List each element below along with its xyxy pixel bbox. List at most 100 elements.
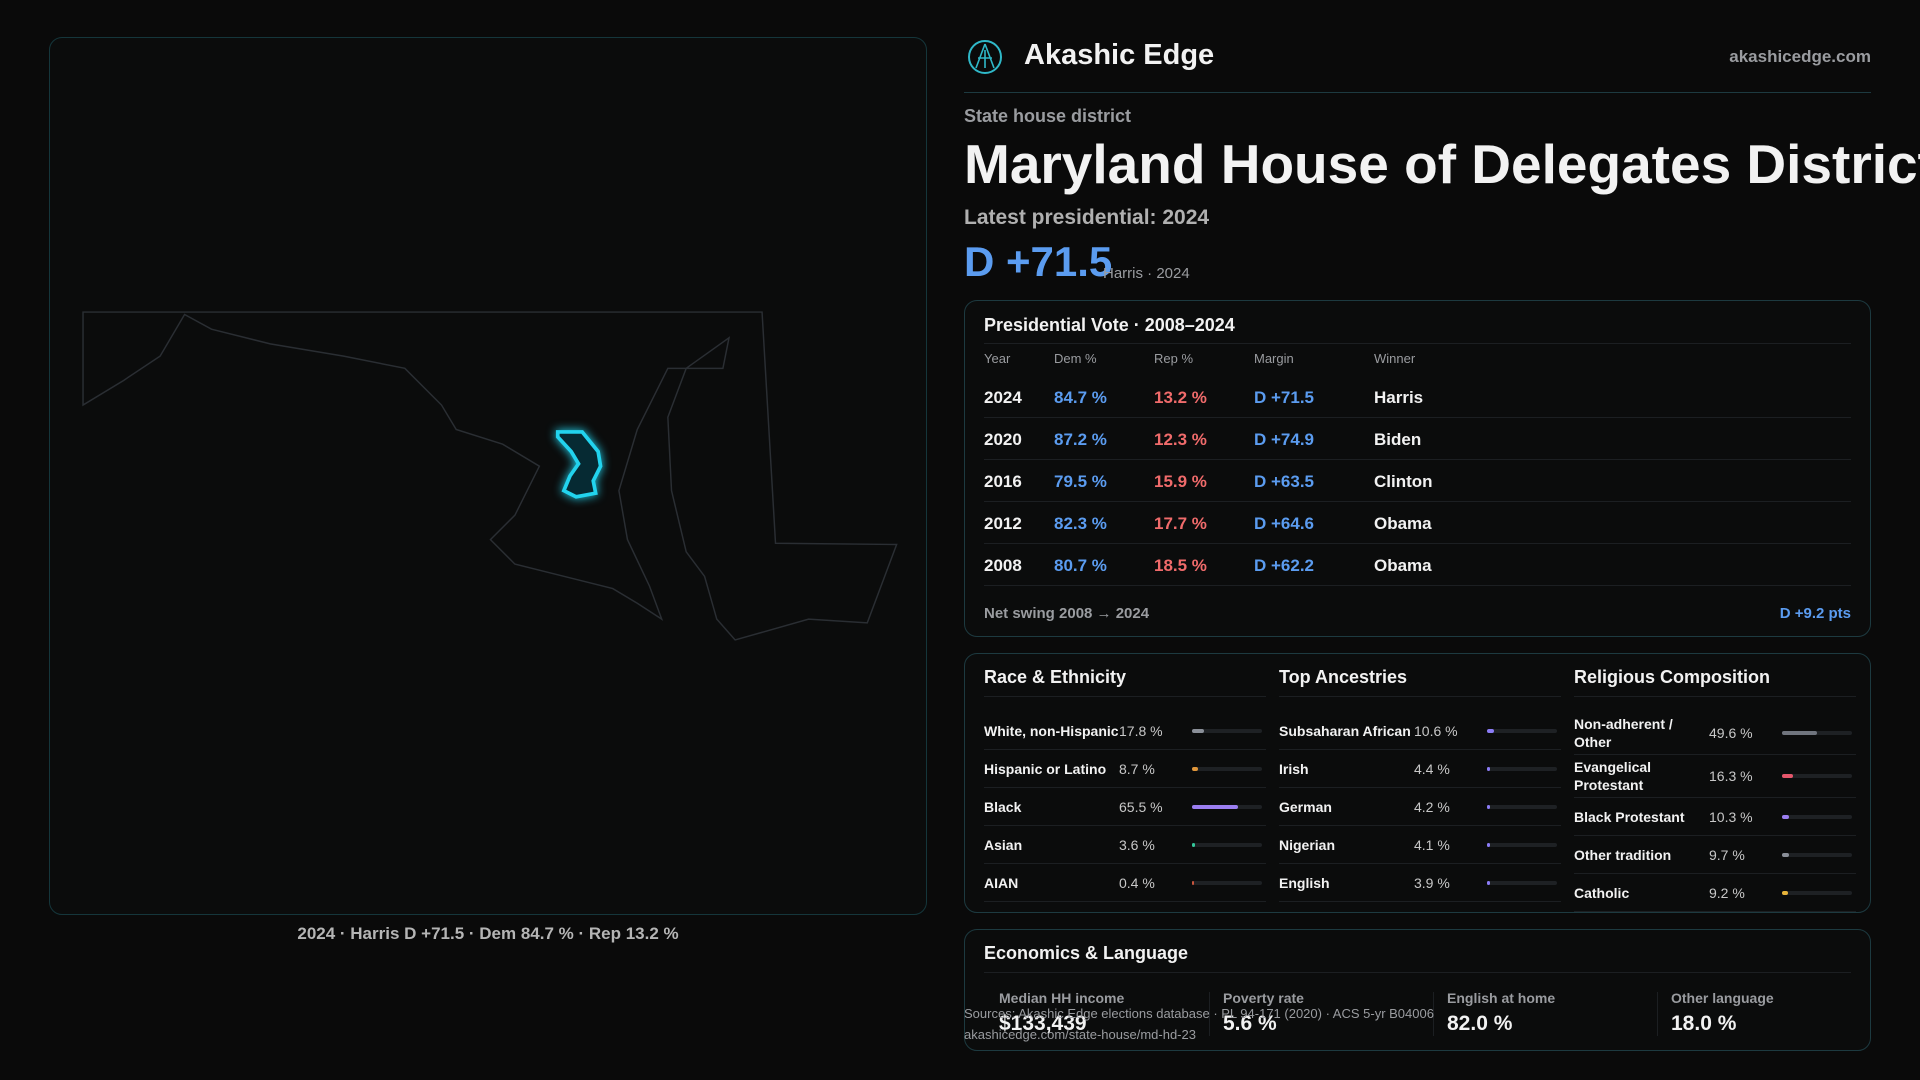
stat-row: Hispanic or Latino 8.7 % xyxy=(984,750,1266,788)
stat-row: White, non-Hispanic 17.8 % xyxy=(984,712,1266,750)
row-value: 10.6 % xyxy=(1414,722,1458,739)
stat-row: German 4.2 % xyxy=(1279,788,1561,826)
cell: 18.5 % xyxy=(1154,556,1207,575)
cell: D +71.5 xyxy=(1254,388,1315,407)
economics-card: Economics & Language Median HH income $13… xyxy=(964,929,1871,1051)
stat-row: Black 65.5 % xyxy=(984,788,1266,826)
site-link[interactable]: akashicedge.com xyxy=(1729,47,1871,66)
divider xyxy=(1574,696,1856,697)
bar xyxy=(1487,880,1490,885)
row-label: German xyxy=(1279,798,1332,815)
row-label: Evangelical Protestant xyxy=(1574,759,1652,793)
cell: D +74.9 xyxy=(1254,430,1315,449)
stat-row: Other tradition 9.7 % xyxy=(1574,836,1856,874)
header-rule xyxy=(964,92,1871,93)
map xyxy=(82,311,898,641)
row-value: 4.4 % xyxy=(1414,760,1450,777)
swing-label: Net swing 2008 → 2024 xyxy=(984,605,1150,622)
cell: 2008 xyxy=(984,556,1022,575)
table-row: 2012 82.3 % 17.7 % D +64.6 Obama xyxy=(984,502,1851,544)
stat-value: 18.0 % xyxy=(1671,1012,1737,1035)
bar-track xyxy=(1487,880,1557,885)
bar-track xyxy=(1192,842,1262,847)
divider xyxy=(1209,992,1210,1036)
bar-track xyxy=(1192,804,1262,809)
row-value: 10.3 % xyxy=(1709,808,1753,825)
cell: Obama xyxy=(1374,514,1432,533)
stat-row: English 3.9 % xyxy=(1279,864,1561,902)
stat-label: Median HH income xyxy=(999,990,1125,1006)
cell: 80.7 % xyxy=(1054,556,1107,575)
district-title: Maryland House of Delegates District 23 xyxy=(964,133,1920,195)
row-value: 3.9 % xyxy=(1414,874,1450,891)
table-row: 2008 80.7 % 18.5 % D +62.2 Obama xyxy=(984,544,1851,586)
stat-row: Nigerian 4.1 % xyxy=(1279,826,1561,864)
column-header: Year xyxy=(984,351,1011,366)
bar-track xyxy=(1192,728,1262,733)
footer-url[interactable]: akashicedge.com/state-house/md-hd-23 xyxy=(964,1027,1196,1042)
card-title: Religious Composition xyxy=(1574,667,1770,687)
cell: Clinton xyxy=(1374,472,1433,491)
column: White, non-Hispanic 17.8 % Hispanic or Lat… xyxy=(984,712,1266,902)
table-row: 2016 79.5 % 15.9 % D +63.5 Clinton xyxy=(984,460,1851,502)
table-row: 2020 87.2 % 12.3 % D +74.9 Biden xyxy=(984,418,1851,460)
margin: D +71.5 xyxy=(964,238,1113,285)
cell: 12.3 % xyxy=(1154,430,1207,449)
cell: 84.7 % xyxy=(1054,388,1107,407)
cell: D +63.5 xyxy=(1254,472,1315,491)
stat: English at home 82.0 % xyxy=(1447,990,1647,1036)
cell: Harris xyxy=(1374,388,1424,407)
bar xyxy=(1192,842,1195,847)
row-value: 16.3 % xyxy=(1709,768,1753,784)
bar-track xyxy=(1192,766,1262,771)
bar-track xyxy=(1782,814,1852,819)
column-header: Dem % xyxy=(1054,351,1097,366)
divider xyxy=(1433,992,1434,1036)
bar-track xyxy=(1782,731,1852,735)
row-value: 9.2 % xyxy=(1709,884,1745,901)
row-label: Nigerian xyxy=(1279,836,1336,853)
cell: 13.2 % xyxy=(1154,388,1207,407)
row-value: 65.5 % xyxy=(1119,798,1163,815)
sources: Sources: Akashic Edge elections database… xyxy=(964,1006,1434,1021)
bar xyxy=(1782,890,1789,895)
divider xyxy=(1279,696,1561,697)
divider xyxy=(1657,992,1658,1036)
row-value: 4.2 % xyxy=(1414,798,1450,815)
row-label: Irish xyxy=(1279,760,1309,777)
map-caption: 2024 · Harris D +71.5 · Dem 84.7 % · Rep… xyxy=(297,924,679,943)
row-label: Non-adherent / Other xyxy=(1574,716,1673,750)
card-title: Race & Ethnicity xyxy=(984,667,1127,687)
bar xyxy=(1782,852,1789,857)
table-row: 2024 84.7 % 13.2 % D +71.5 Harris xyxy=(984,376,1851,418)
bar xyxy=(1487,728,1495,733)
row-value: 49.6 % xyxy=(1709,725,1753,741)
bar-track xyxy=(1487,728,1557,733)
cell: 79.5 % xyxy=(1054,472,1107,491)
column-header: Margin xyxy=(1254,351,1294,366)
stat-row: Asian 3.6 % xyxy=(984,826,1266,864)
bar-track xyxy=(1487,766,1557,771)
stat-row: Catholic 9.2 % xyxy=(1574,874,1856,912)
stat-row: AIAN 0.4 % xyxy=(984,864,1266,902)
row-label: Catholic xyxy=(1574,884,1630,901)
row-label: Black Protestant xyxy=(1574,808,1685,825)
stat-row: Evangelical Protestant 16.3 % xyxy=(1574,755,1856,798)
stat-label: English at home xyxy=(1447,990,1556,1006)
logo xyxy=(968,40,1002,74)
row-value: 9.7 % xyxy=(1709,846,1745,863)
column-header: Winner xyxy=(1374,351,1416,366)
row-label: AIAN xyxy=(984,874,1019,891)
district-shape xyxy=(555,430,603,499)
bar-track xyxy=(1487,842,1557,847)
bar xyxy=(1782,814,1790,819)
card-title: Presidential Vote · 2008–2024 xyxy=(984,315,1235,335)
cell: 87.2 % xyxy=(1054,430,1107,449)
row-label: Asian xyxy=(984,836,1023,853)
latest-label: Latest presidential: 2024 xyxy=(964,206,1210,229)
cell: 2024 xyxy=(984,388,1022,407)
stat-label: Poverty rate xyxy=(1223,990,1304,1006)
bar xyxy=(1192,728,1205,733)
row-label: White, non-Hispanic xyxy=(984,722,1119,739)
bar-track xyxy=(1782,852,1852,857)
